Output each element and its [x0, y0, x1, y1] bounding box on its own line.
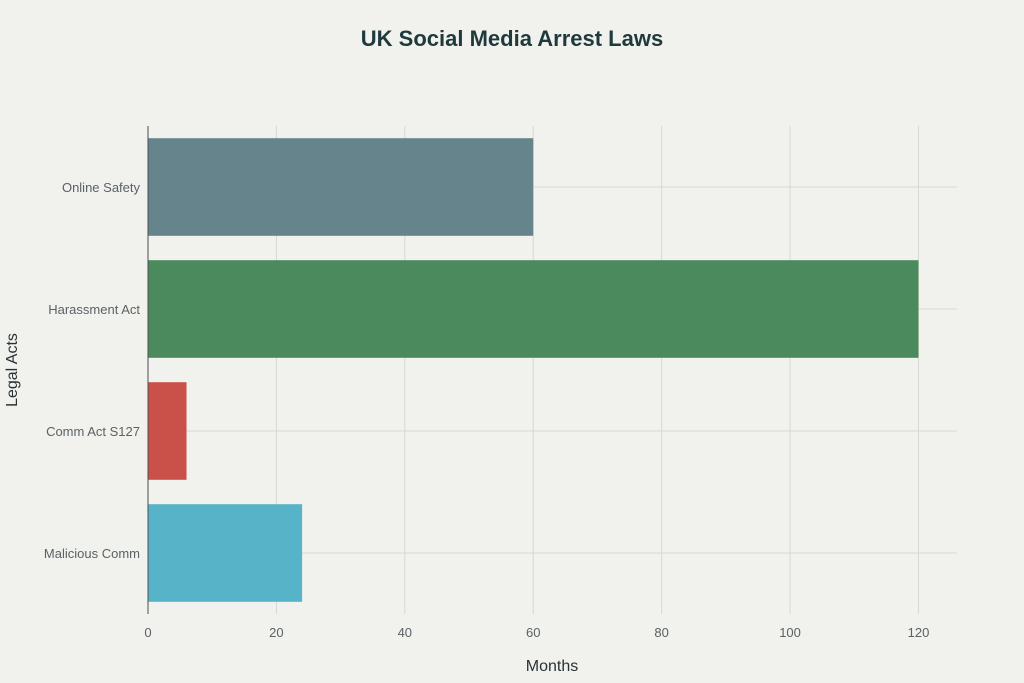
- x-tick-label: 100: [779, 625, 801, 640]
- bar: [148, 504, 303, 602]
- bar: [148, 138, 534, 236]
- y-axis-title: Legal Acts: [4, 333, 21, 407]
- x-tick-label: 60: [526, 625, 540, 640]
- y-tick-label: Harassment Act: [48, 302, 140, 317]
- x-tick-label: 120: [908, 625, 930, 640]
- tick-labels: 0 20 40 60 80 100 120 Online Safety Harassment A…: [44, 180, 929, 640]
- x-tick-label: 40: [398, 625, 412, 640]
- bar: [148, 260, 919, 358]
- x-axis-title: Months: [526, 658, 578, 675]
- bar: [148, 382, 187, 480]
- x-tick-label: 20: [269, 625, 283, 640]
- chart-title: UK Social Media Arrest Laws: [360, 26, 664, 51]
- x-tick-label: 80: [654, 625, 668, 640]
- y-tick-label: Online Safety: [62, 180, 141, 195]
- bars: [148, 138, 919, 602]
- x-tick-label: 0: [144, 625, 151, 640]
- y-tick-label: Malicious Comm: [44, 546, 140, 561]
- y-tick-label: Comm Act S127: [46, 424, 140, 439]
